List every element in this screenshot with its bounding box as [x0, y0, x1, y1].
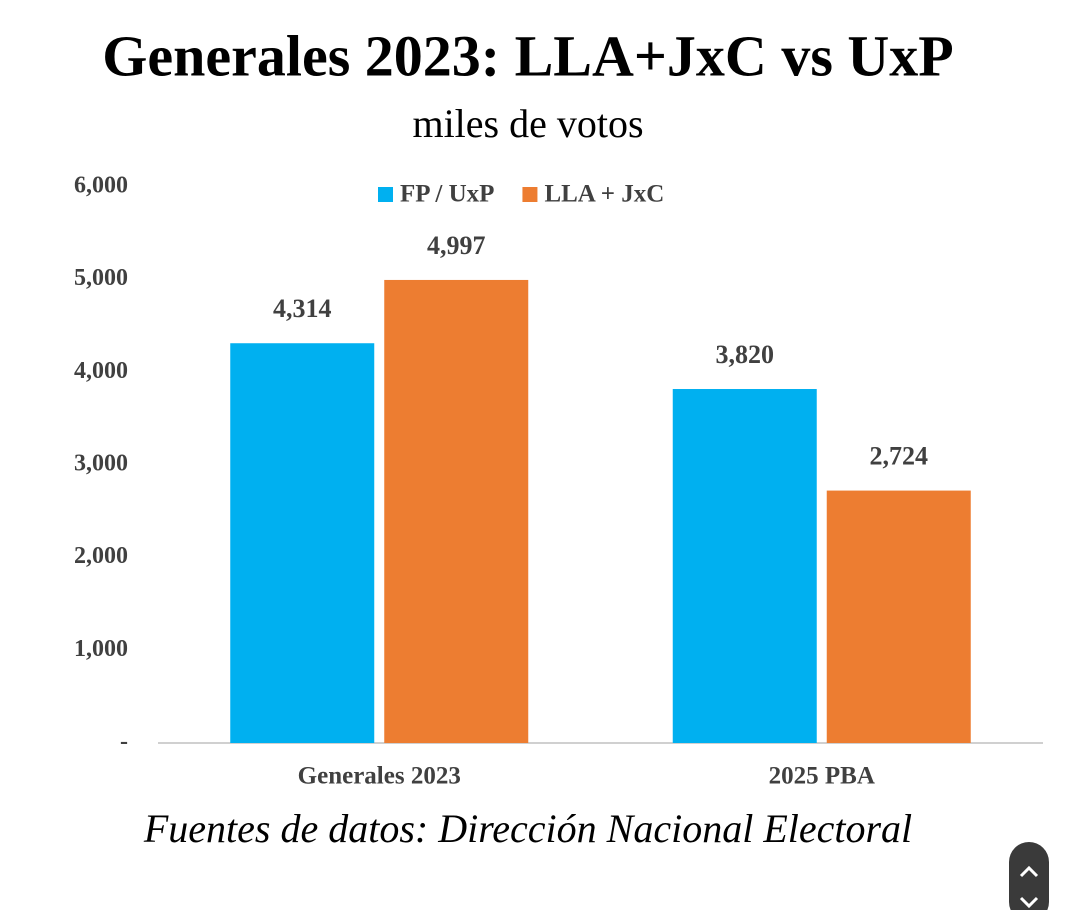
- y-tick-label: 4,000: [74, 358, 128, 384]
- y-tick-label: 5,000: [74, 265, 128, 291]
- chart-title: Generales 2023: LLA+JxC vs UxP: [102, 23, 953, 88]
- x-tick-label: Generales 2023: [298, 763, 461, 790]
- scroll-button[interactable]: [1009, 842, 1049, 910]
- bar: [672, 389, 817, 743]
- scroll-widget[interactable]: [1009, 842, 1049, 910]
- bar: [826, 490, 971, 743]
- y-tick-label: 6,000: [74, 173, 128, 199]
- data-label: 4,997: [427, 231, 486, 260]
- y-tick-label: 3,000: [74, 451, 128, 477]
- legend-swatch: [378, 187, 393, 202]
- source-note: Fuentes de datos: Dirección Nacional Ele…: [143, 806, 912, 851]
- data-label: 3,820: [716, 340, 775, 369]
- y-tick-label: -: [120, 729, 128, 755]
- y-tick-label: 1,000: [74, 636, 128, 662]
- bar: [230, 343, 375, 743]
- y-tick-label: 2,000: [74, 543, 128, 569]
- data-label: 4,314: [273, 294, 332, 323]
- chevron-up: [1019, 865, 1039, 878]
- x-tick-label: 2025 PBA: [769, 763, 875, 790]
- bar: [384, 279, 529, 743]
- chevron-down: [1019, 896, 1039, 909]
- chart-subtitle: miles de votos: [412, 101, 643, 146]
- legend-swatch: [522, 187, 538, 202]
- legend-label: FP / UxP: [400, 181, 494, 208]
- data-label: 2,724: [870, 442, 929, 471]
- legend-label: LLA + JxC: [544, 181, 664, 208]
